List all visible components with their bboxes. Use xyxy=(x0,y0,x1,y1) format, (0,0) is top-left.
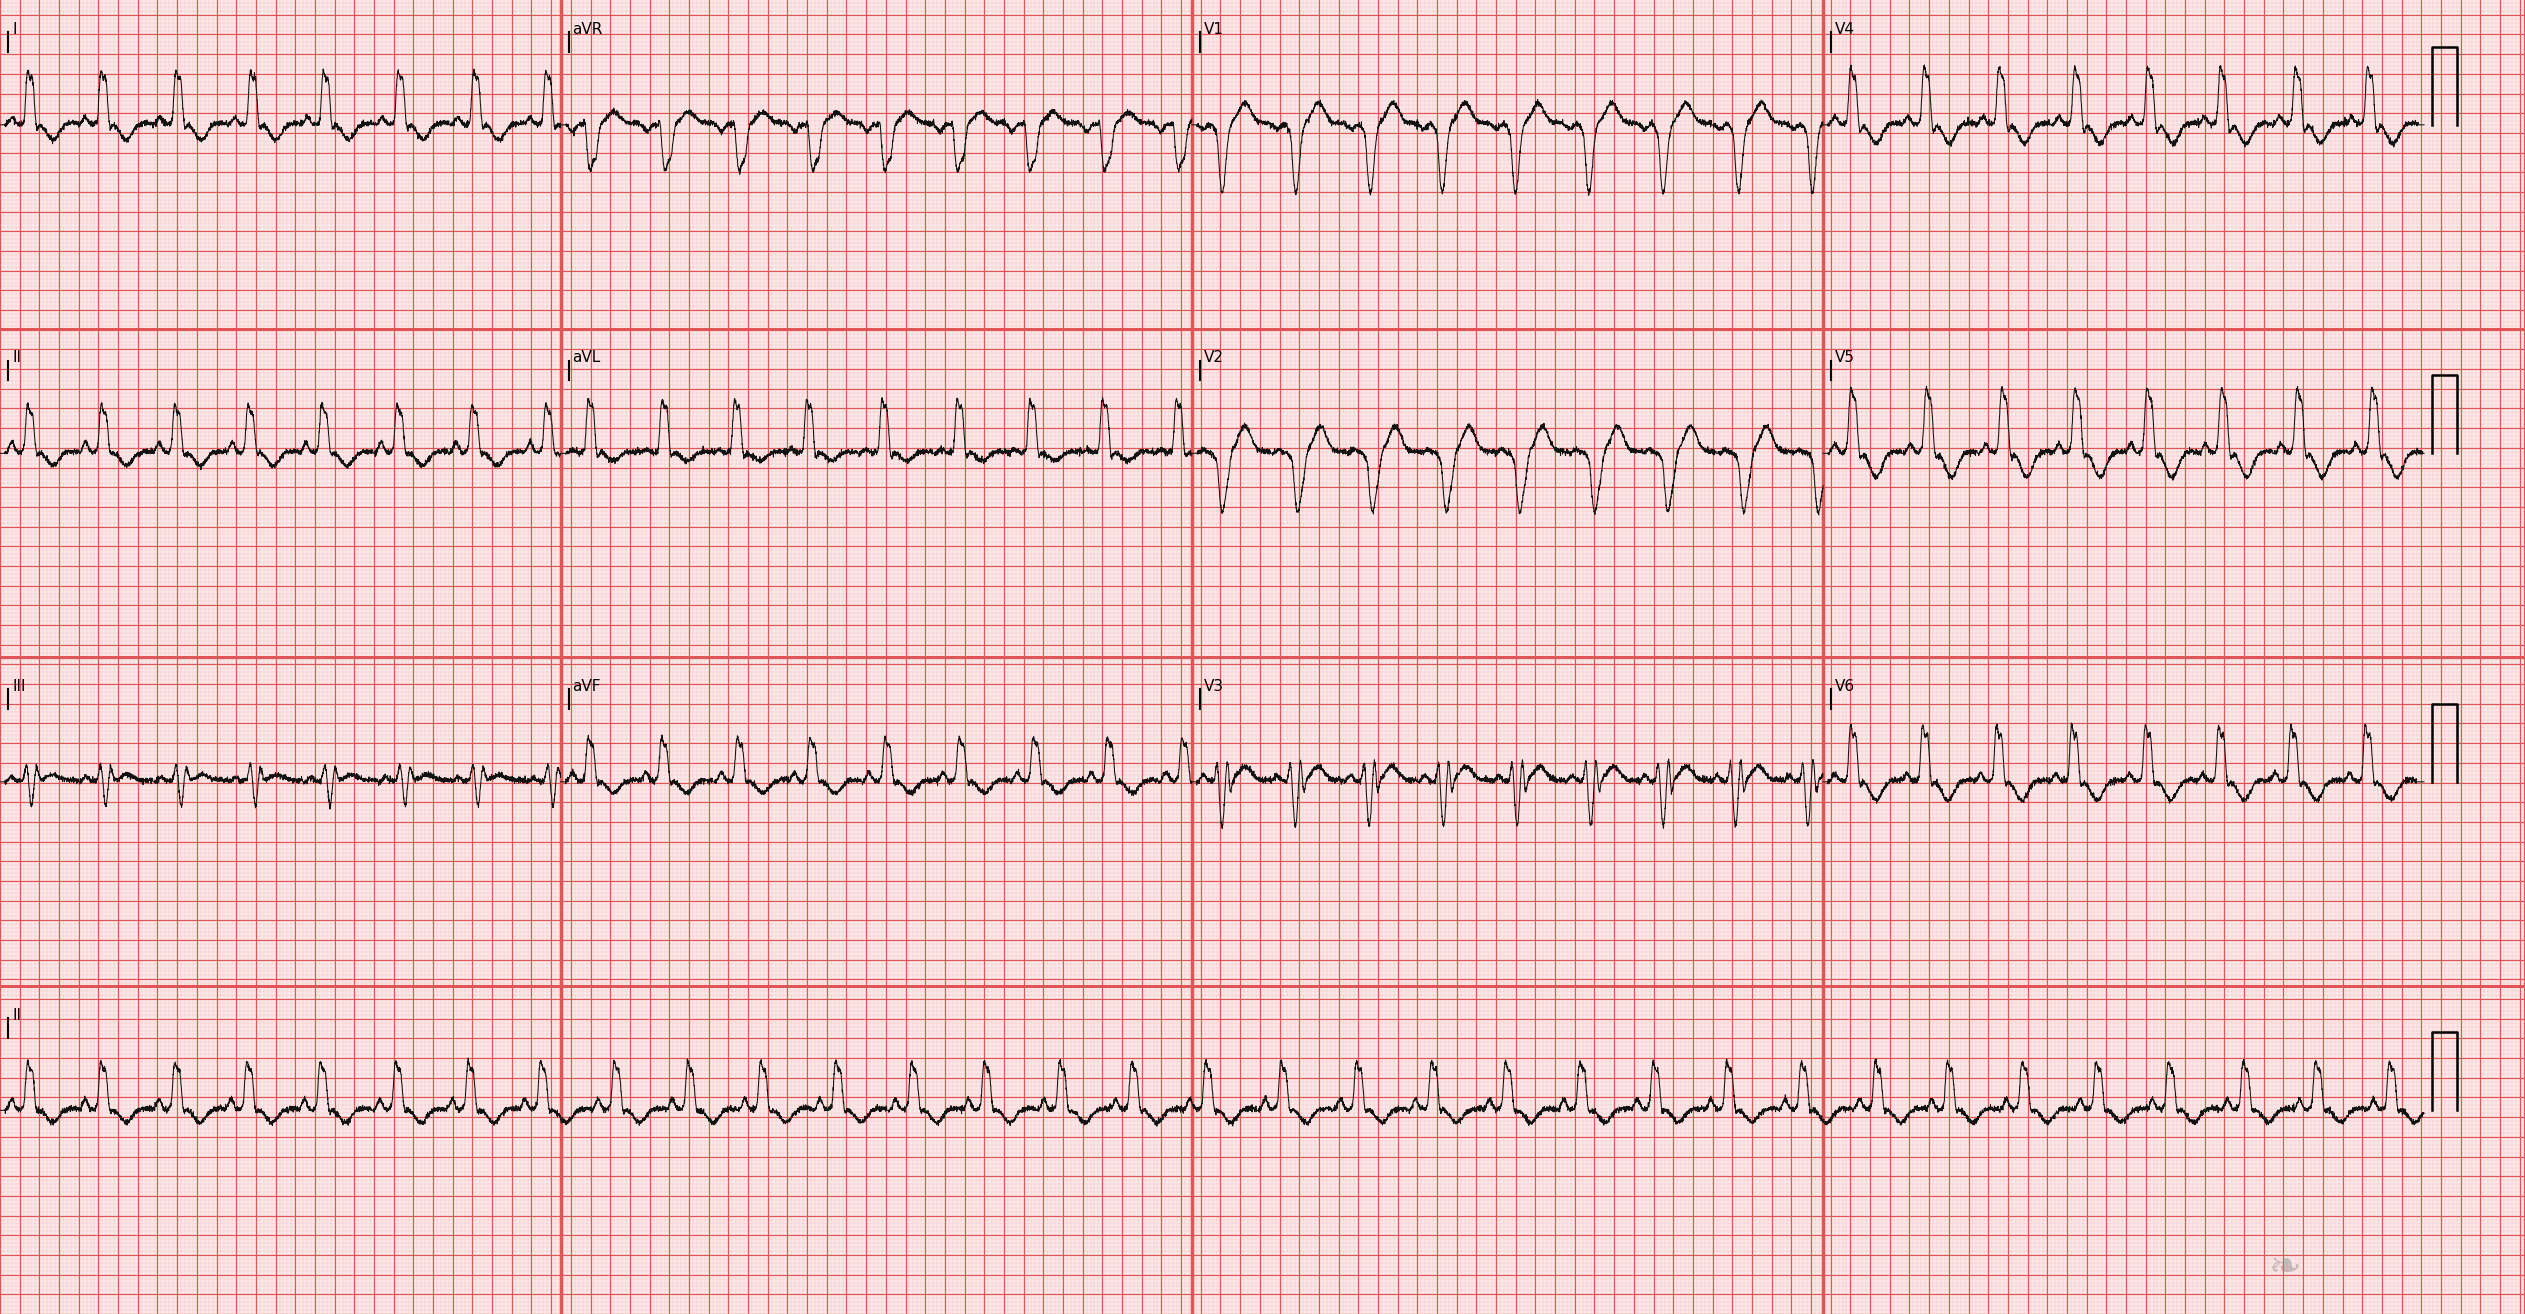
Text: I: I xyxy=(13,22,18,37)
Text: aVF: aVF xyxy=(573,679,601,694)
Text: aVL: aVL xyxy=(573,351,601,365)
Text: V5: V5 xyxy=(1836,351,1856,365)
Text: V6: V6 xyxy=(1836,679,1856,694)
Text: V3: V3 xyxy=(1204,679,1225,694)
Text: V1: V1 xyxy=(1204,22,1225,37)
Text: ❧: ❧ xyxy=(2270,1250,2300,1286)
Text: III: III xyxy=(13,679,25,694)
Text: aVR: aVR xyxy=(573,22,603,37)
Text: II: II xyxy=(13,351,20,365)
Text: V2: V2 xyxy=(1204,351,1225,365)
Text: V4: V4 xyxy=(1836,22,1856,37)
Text: II: II xyxy=(13,1008,20,1022)
